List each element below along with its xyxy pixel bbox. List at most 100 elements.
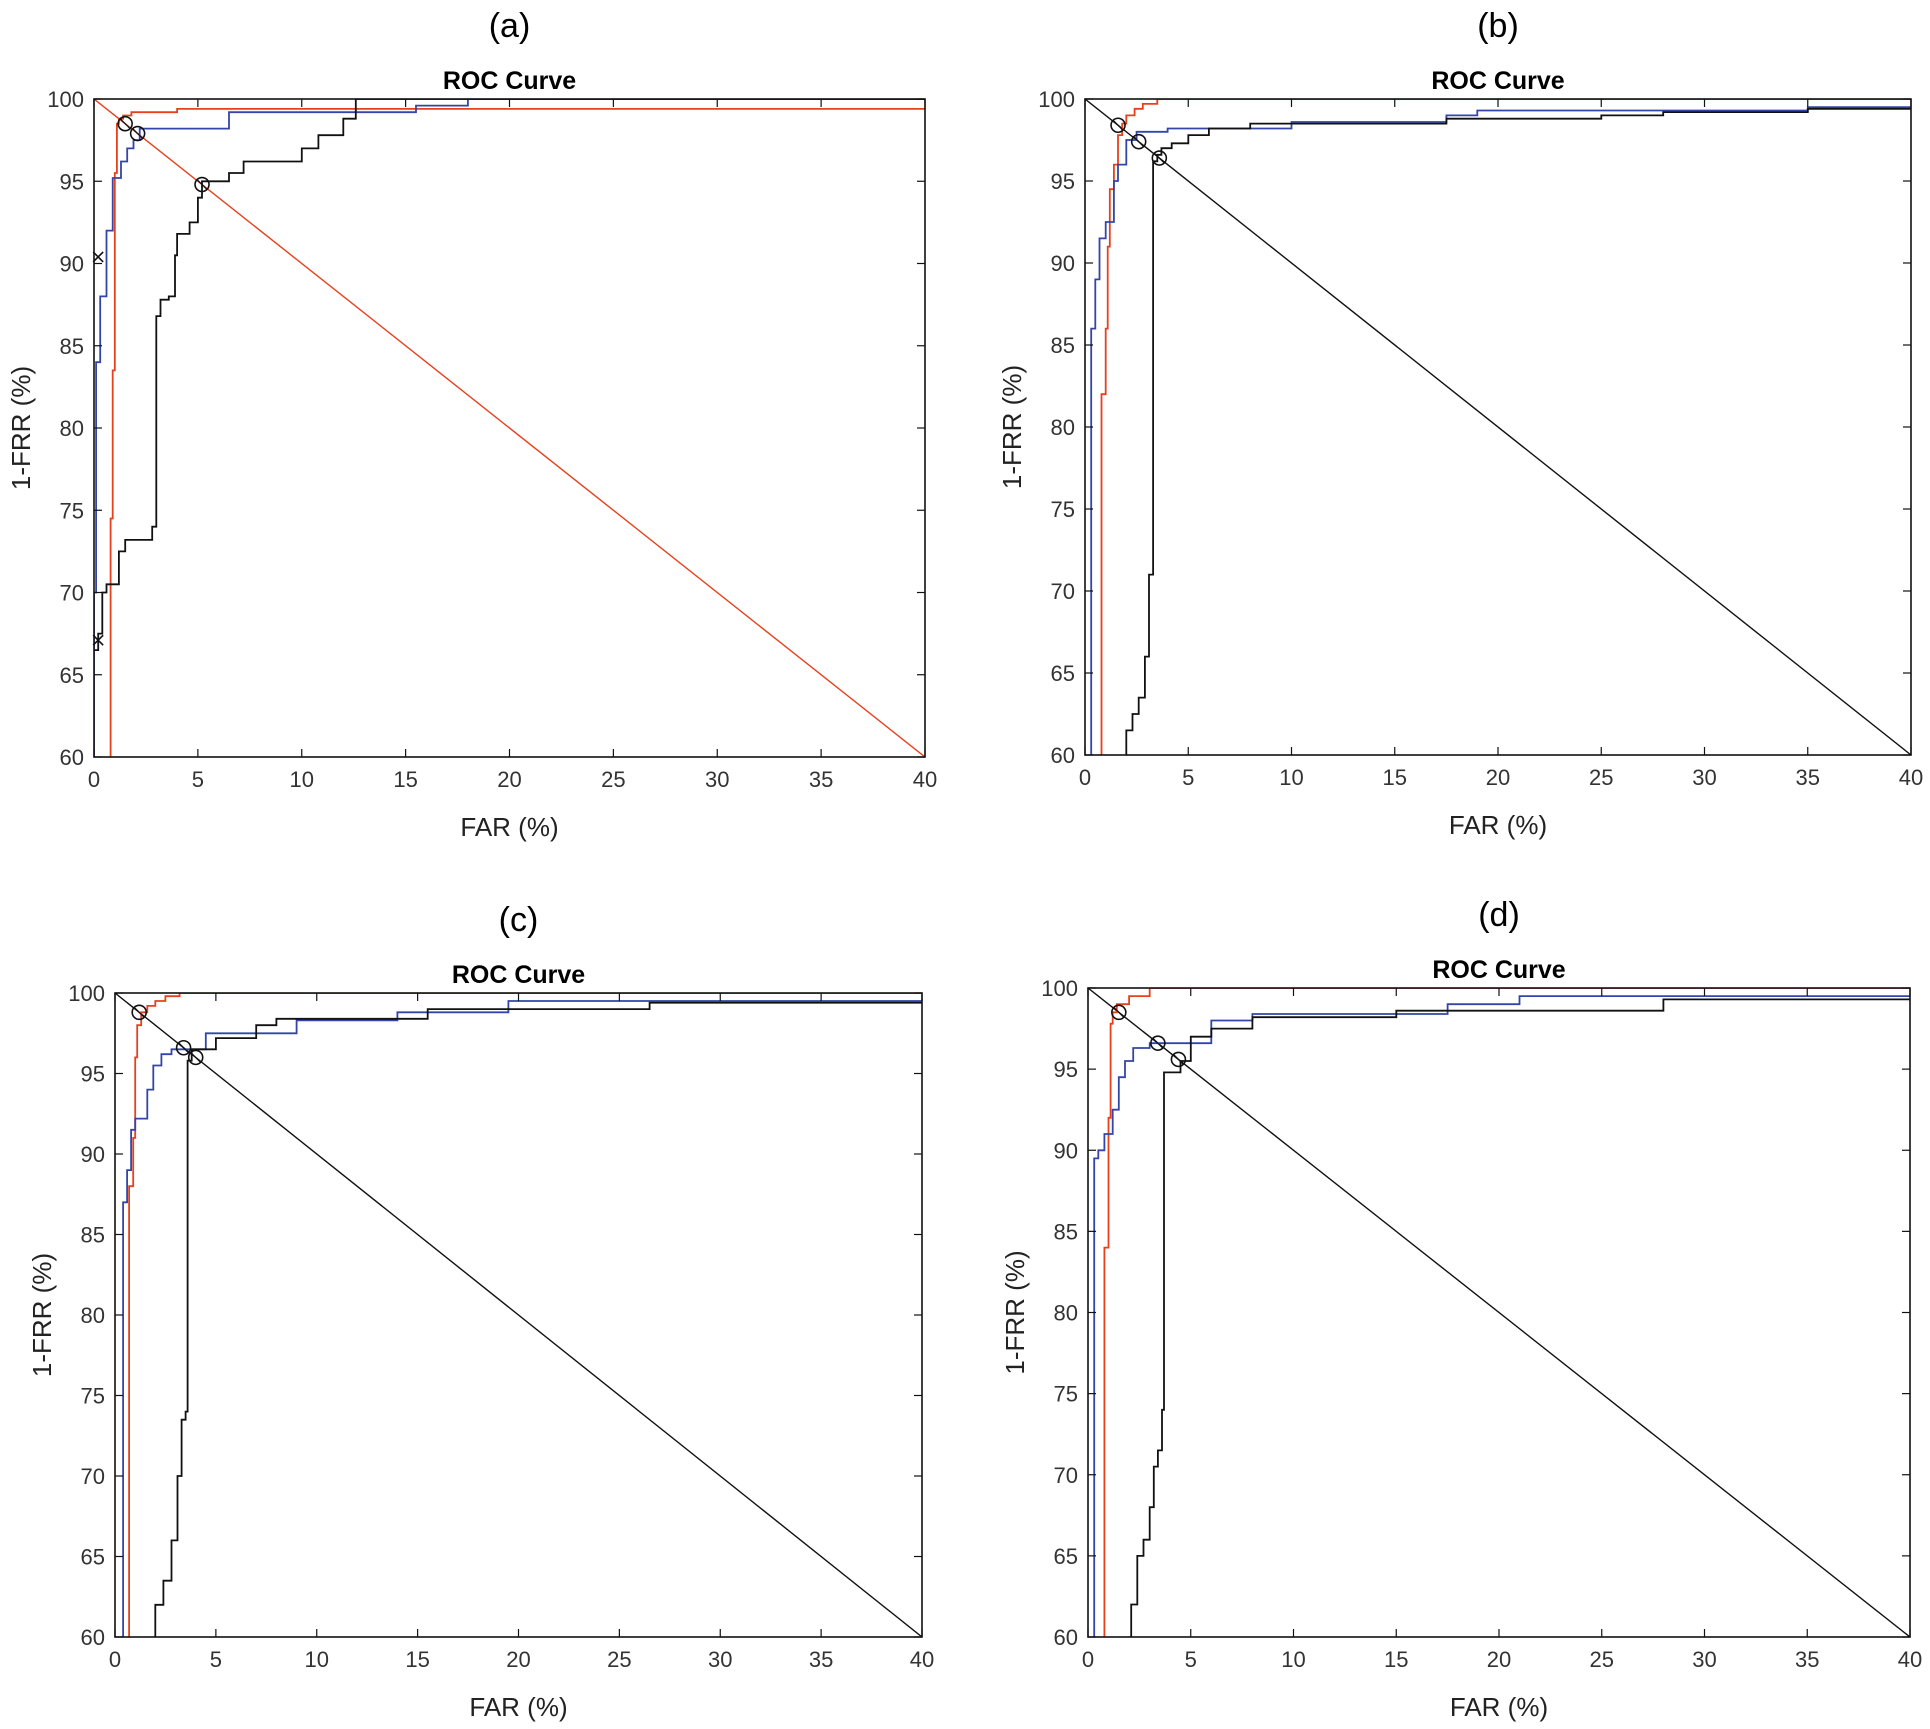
eer-diagonal-line <box>115 993 922 1637</box>
y-tick-label: 75 <box>60 498 84 523</box>
roc-series-black <box>1130 998 1910 1637</box>
x-tick-label: 25 <box>607 1647 631 1672</box>
y-tick-label: 60 <box>1051 743 1075 768</box>
x-tick-label: 15 <box>405 1647 429 1672</box>
x-tick-label: 35 <box>809 1647 833 1672</box>
y-axis-label: 1-FRR (%) <box>27 1253 57 1377</box>
y-tick-label: 65 <box>81 1545 105 1570</box>
panel-label: (d) <box>1478 896 1520 934</box>
eer-marker-circle <box>131 1004 148 1021</box>
y-tick-label: 90 <box>60 252 84 277</box>
x-tick-label: 10 <box>1279 765 1303 790</box>
roc-panel-c: (c) ROC Curve 0 5 10 15 20 25 30 35 40 60 65 70 75 80 85… <box>27 901 934 1722</box>
y-axis-label: 1-FRR (%) <box>1000 1250 1030 1374</box>
x-tick-label: 30 <box>1692 1647 1716 1672</box>
eer-diagonal-line <box>1085 99 1911 755</box>
x-tick-label: 5 <box>1185 1647 1197 1672</box>
roc-series-red <box>1100 99 1911 755</box>
y-tick-label: 70 <box>1051 579 1075 604</box>
eer-marker-circle <box>1130 133 1147 150</box>
x-tick-label: 25 <box>1590 1647 1614 1672</box>
y-tick-label: 80 <box>1054 1301 1078 1326</box>
x-marker <box>92 251 104 263</box>
x-tick-label: 20 <box>497 767 521 792</box>
y-tick-label: 90 <box>81 1142 105 1167</box>
y-tick-label: 85 <box>81 1223 105 1248</box>
x-tick-label: 25 <box>601 767 625 792</box>
eer-marker-circle <box>1110 117 1126 134</box>
y-tick-label: 90 <box>1054 1138 1078 1163</box>
x-tick-label: 30 <box>705 767 729 792</box>
y-tick-label: 100 <box>1041 976 1078 1001</box>
roc-series-red <box>128 993 922 1637</box>
x-tick-label: 20 <box>1486 765 1510 790</box>
eer-diagonal-line <box>1088 988 1910 1637</box>
chart-title: ROC Curve <box>452 961 585 989</box>
y-tick-label: 60 <box>1054 1625 1078 1650</box>
plot-area <box>94 99 925 757</box>
x-tick-label: 10 <box>305 1647 329 1672</box>
y-tick-label: 85 <box>1054 1219 1078 1244</box>
roc-series-blue <box>122 1000 922 1637</box>
y-tick-label: 70 <box>81 1464 105 1489</box>
x-tick-label: 40 <box>910 1647 934 1672</box>
chart-title: ROC Curve <box>1432 956 1565 984</box>
x-tick-label: 35 <box>1796 765 1820 790</box>
y-tick-label: 100 <box>47 87 84 112</box>
y-tick-label: 80 <box>81 1303 105 1328</box>
x-tick-label: 15 <box>393 767 417 792</box>
x-tick-label: 10 <box>1281 1647 1305 1672</box>
roc-series-black <box>154 1001 922 1637</box>
y-tick-label: 90 <box>1051 251 1075 276</box>
plot-area <box>1088 988 1910 1637</box>
panel-label: (a) <box>489 7 531 45</box>
chart-title: ROC Curve <box>1431 67 1564 95</box>
panel-label: (b) <box>1477 7 1519 45</box>
y-tick-label: 65 <box>1051 661 1075 686</box>
roc-series-black <box>1125 107 1911 755</box>
x-tick-label: 5 <box>210 1647 222 1672</box>
x-tick-label: 40 <box>1898 1647 1922 1672</box>
eer-diagonal-line <box>94 99 925 757</box>
roc-series-blue <box>1093 995 1910 1637</box>
x-tick-label: 30 <box>708 1647 732 1672</box>
x-axis-label: FAR (%) <box>1449 810 1547 840</box>
x-tick-label: 35 <box>809 767 833 792</box>
roc-series-red <box>1103 988 1910 1637</box>
eer-marker-circle <box>175 1039 192 1056</box>
plot-area <box>1085 99 1911 755</box>
x-tick-label: 15 <box>1384 1647 1408 1672</box>
roc-panel-b: (b) ROC Curve 0 5 10 15 20 25 30 35 40 60 65 70 75 80 85… <box>997 7 1923 840</box>
eer-marker-circle <box>187 1049 204 1066</box>
x-tick-label: 0 <box>1082 1647 1094 1672</box>
y-tick-label: 100 <box>1038 87 1075 112</box>
x-tick-label: 20 <box>506 1647 530 1672</box>
y-tick-label: 95 <box>60 169 84 194</box>
y-tick-label: 85 <box>1051 333 1075 358</box>
eer-marker-circle <box>1170 1051 1187 1068</box>
y-tick-label: 60 <box>81 1625 105 1650</box>
y-tick-label: 95 <box>81 1062 105 1087</box>
y-tick-label: 100 <box>68 981 105 1006</box>
x-axis-label: FAR (%) <box>460 812 558 842</box>
panel-label: (c) <box>499 901 539 939</box>
eer-marker-circle <box>1111 1004 1127 1021</box>
x-tick-label: 5 <box>1182 765 1194 790</box>
x-tick-label: 0 <box>109 1647 121 1672</box>
eer-marker-circle <box>194 176 210 193</box>
y-tick-label: 80 <box>60 416 84 441</box>
x-axis-label: FAR (%) <box>1450 1692 1548 1722</box>
roc-panel-d: (d) ROC Curve 0 5 10 15 20 25 30 35 40 60 65 70 75 80 85… <box>1000 896 1922 1722</box>
eer-marker-circle <box>1150 1035 1166 1051</box>
eer-marker-circle <box>1151 150 1168 166</box>
y-tick-label: 70 <box>60 581 84 606</box>
roc-series-blue <box>94 99 925 757</box>
x-tick-label: 5 <box>192 767 204 792</box>
roc-series-blue <box>1090 106 1911 755</box>
y-tick-label: 75 <box>1051 497 1075 522</box>
x-tick-label: 40 <box>913 767 937 792</box>
eer-marker-circle <box>129 125 146 142</box>
y-tick-label: 65 <box>1054 1544 1078 1569</box>
y-axis-label: 1-FRR (%) <box>6 366 36 490</box>
